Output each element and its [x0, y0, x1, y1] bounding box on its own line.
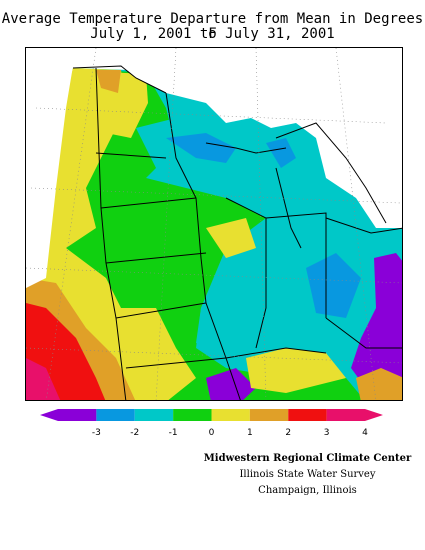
- legend-tick-label: 4: [362, 428, 368, 438]
- boundary-lines: [72, 65, 402, 400]
- legend-bin: [58, 409, 97, 421]
- legend-tick-label: -3: [92, 428, 101, 438]
- credit-center: Midwestern Regional Climate Center: [203, 453, 412, 464]
- map-canvas: [26, 48, 402, 400]
- credit-survey: Illinois State Water Survey: [239, 469, 376, 480]
- region-warm-lake: [206, 218, 256, 258]
- legend-arrow-high: [365, 409, 383, 421]
- legend-tick-label: -2: [130, 428, 139, 438]
- map-title: Average Temperature Departure from Mean …: [1, 11, 424, 42]
- legend-tick-label: 2: [285, 428, 291, 438]
- legend-arrow-low: [40, 409, 58, 421]
- map-outside-mask: [26, 48, 402, 288]
- temperature-departure-map: [25, 47, 403, 401]
- region-cool-michigan: [266, 138, 296, 168]
- color-legend: -3 -2 -1 0 1 2 3 4: [0, 405, 425, 445]
- region-hot-northdakota: [96, 70, 121, 93]
- legend-canvas: -3 -2 -1 0 1 2 3 4: [40, 409, 383, 438]
- region-purple-southeast: [206, 368, 256, 400]
- region-coldest-east: [351, 253, 402, 400]
- legend-bin: [96, 409, 135, 421]
- legend-bin: [249, 409, 289, 421]
- legend-tick-label: 0: [209, 428, 215, 438]
- graticule: [26, 48, 402, 400]
- legend-tick-label: 3: [324, 428, 330, 438]
- legend-tick-label: 1: [247, 428, 253, 438]
- region-cool-great-lakes-2: [166, 133, 236, 163]
- legend-bin: [288, 409, 327, 421]
- legend-tick-label: -1: [169, 428, 178, 438]
- region-cool-east: [196, 213, 402, 368]
- region-cool-east-deep: [306, 253, 361, 318]
- region-warm-east-edge: [356, 368, 402, 400]
- legend-bin: [134, 409, 174, 421]
- legend-bin: [173, 409, 212, 421]
- map-date-range: July 1, 2001 to July 31, 2001: [90, 26, 335, 42]
- credit-location: Champaign, Illinois: [258, 485, 357, 496]
- region-extreme-southwest: [26, 358, 61, 400]
- legend-bin: [211, 409, 250, 421]
- legend-bin: [326, 409, 365, 421]
- region-warm-southeast: [246, 348, 346, 393]
